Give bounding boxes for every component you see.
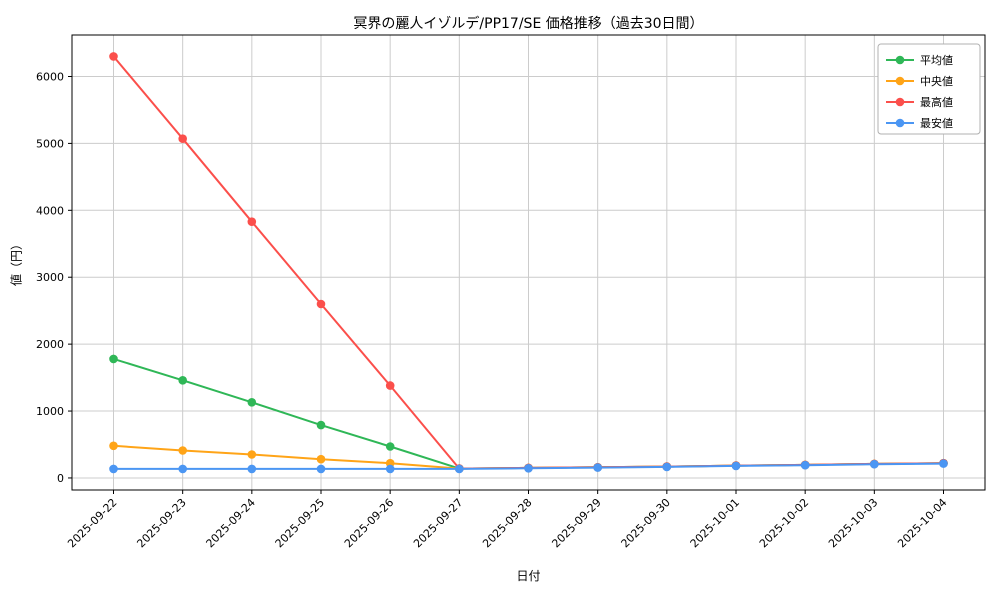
x-tick-label: 2025-09-25	[273, 496, 327, 550]
lowest-marker	[524, 464, 533, 473]
y-tick-label: 6000	[36, 70, 64, 83]
legend-label: 最高値	[920, 95, 953, 109]
y-tick-label: 4000	[36, 204, 64, 217]
lowest-marker	[870, 459, 879, 469]
median-marker	[316, 454, 326, 464]
lowest-marker	[593, 463, 602, 472]
lowest-marker	[939, 459, 948, 468]
highest-marker	[178, 134, 187, 143]
y-tick-label: 5000	[36, 137, 64, 150]
x-tick-label: 2025-09-24	[204, 496, 258, 550]
x-tick-label: 2025-10-01	[688, 496, 742, 550]
y-tick-label: 1000	[36, 405, 64, 418]
legend-item-lowest: 最安値	[886, 116, 953, 130]
x-tick-label: 2025-09-27	[411, 496, 465, 550]
lowest-marker	[109, 464, 118, 474]
legend-box	[877, 43, 981, 135]
x-tick-label: 2025-09-30	[619, 496, 673, 550]
lowest-marker	[385, 464, 395, 474]
x-tick-label: 2025-10-04	[895, 496, 949, 550]
legend-item-average: 平均値	[886, 54, 953, 67]
y-tick-label: 3000	[36, 271, 64, 284]
lowest-series	[109, 459, 948, 474]
average-marker	[178, 376, 187, 385]
average-marker	[316, 420, 326, 430]
x-tick-labels: 2025-09-22 2025-09-23 2025-09-24 2025-09-25…	[65, 490, 950, 550]
legend-label: 最安値	[920, 116, 953, 130]
x-tick-label: 2025-09-26	[342, 496, 396, 550]
legend-label: 平均値	[920, 54, 953, 67]
highest-marker	[109, 52, 118, 61]
legend-marker	[895, 55, 905, 65]
highest-marker	[247, 217, 257, 226]
chart-title: 冥界の麗人イゾルデ/PP17/SE 価格推移（過去30日間）	[353, 16, 704, 32]
lowest-marker	[731, 461, 741, 471]
x-tick-label: 2025-10-03	[826, 496, 880, 550]
x-tick-label: 2025-10-02	[757, 496, 811, 550]
legend-item-highest: 最高値	[886, 95, 953, 109]
legend-marker	[895, 97, 905, 107]
lowest-marker	[800, 460, 810, 470]
x-axis-label: 日付	[516, 569, 541, 583]
lowest-marker	[316, 464, 326, 474]
legend-marker	[895, 76, 905, 86]
lowest-marker	[178, 464, 187, 474]
x-tick-label: 2025-09-28	[480, 496, 534, 550]
y-tick-label: 2000	[36, 338, 64, 351]
legend-label: 中央値	[920, 75, 953, 88]
highest-marker	[385, 381, 395, 390]
y-tick-label: 0	[57, 472, 64, 485]
x-tick-label: 2025-09-29	[549, 496, 603, 550]
legend-marker	[895, 118, 905, 128]
y-tick-labels: 0 1000 2000 3000 4000 5000 6000	[36, 70, 72, 485]
highest-marker	[316, 299, 326, 309]
lowest-marker	[247, 464, 257, 474]
lowest-marker	[455, 464, 464, 474]
median-marker	[178, 446, 187, 455]
average-marker	[109, 354, 118, 364]
average-marker	[247, 398, 257, 407]
x-tick-label: 2025-09-22	[65, 496, 119, 550]
lowest-marker	[662, 462, 672, 472]
x-tick-label: 2025-09-23	[134, 496, 188, 550]
legend-item-median: 中央値	[886, 75, 953, 88]
average-marker	[385, 442, 395, 451]
median-marker	[247, 450, 257, 459]
median-marker	[109, 441, 118, 451]
grid	[72, 35, 985, 490]
